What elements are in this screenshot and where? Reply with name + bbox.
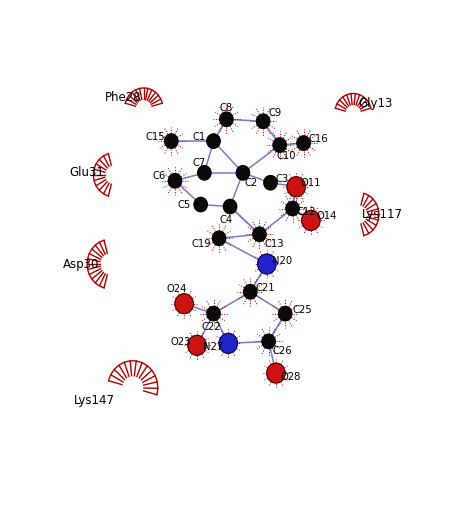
Text: C22: C22 — [202, 322, 221, 332]
Circle shape — [286, 201, 299, 216]
Circle shape — [237, 166, 249, 180]
Text: C8: C8 — [220, 103, 233, 113]
Circle shape — [194, 197, 207, 212]
Circle shape — [258, 254, 276, 274]
Text: Gly13: Gly13 — [358, 97, 392, 110]
Circle shape — [256, 114, 270, 128]
Text: C16: C16 — [309, 134, 328, 144]
Circle shape — [220, 112, 233, 127]
Text: O23: O23 — [170, 337, 191, 347]
Circle shape — [175, 294, 193, 314]
Text: C3: C3 — [276, 174, 289, 184]
Circle shape — [223, 199, 237, 214]
Text: O11: O11 — [301, 178, 321, 188]
Text: C12: C12 — [297, 208, 316, 217]
Text: O28: O28 — [281, 372, 301, 382]
Text: C7: C7 — [192, 158, 205, 168]
Text: O24: O24 — [167, 284, 187, 294]
Text: C10: C10 — [276, 151, 296, 161]
Circle shape — [267, 363, 285, 383]
Circle shape — [164, 134, 178, 148]
Text: C21: C21 — [255, 283, 275, 293]
Text: C9: C9 — [268, 108, 282, 118]
Circle shape — [212, 231, 226, 246]
Circle shape — [188, 335, 206, 355]
Circle shape — [279, 306, 292, 321]
Circle shape — [297, 136, 310, 150]
Text: O14: O14 — [316, 212, 337, 221]
Circle shape — [273, 138, 286, 152]
Circle shape — [253, 227, 266, 242]
Text: N27: N27 — [203, 341, 223, 352]
Circle shape — [302, 211, 320, 230]
Text: Asp30: Asp30 — [63, 258, 100, 270]
Text: C15: C15 — [146, 132, 165, 142]
Text: C6: C6 — [152, 171, 165, 181]
Circle shape — [244, 285, 257, 299]
Circle shape — [198, 166, 211, 180]
Text: C1: C1 — [193, 132, 206, 142]
Text: C2: C2 — [245, 178, 258, 188]
Text: N20: N20 — [272, 256, 292, 266]
Text: Glu31: Glu31 — [69, 166, 104, 179]
Text: C13: C13 — [264, 239, 284, 249]
Circle shape — [207, 134, 220, 148]
Circle shape — [168, 174, 182, 188]
Text: Phe28: Phe28 — [105, 91, 142, 104]
Text: Lys147: Lys147 — [73, 394, 115, 407]
Text: C26: C26 — [273, 346, 292, 356]
Text: C5: C5 — [178, 199, 191, 210]
Circle shape — [264, 176, 277, 190]
Circle shape — [219, 333, 237, 353]
Text: C4: C4 — [220, 215, 233, 225]
Text: C25: C25 — [293, 305, 313, 315]
Circle shape — [262, 334, 275, 349]
Text: Lys117: Lys117 — [362, 208, 403, 221]
Circle shape — [207, 306, 220, 321]
Circle shape — [287, 177, 305, 197]
Text: C19: C19 — [191, 239, 211, 249]
